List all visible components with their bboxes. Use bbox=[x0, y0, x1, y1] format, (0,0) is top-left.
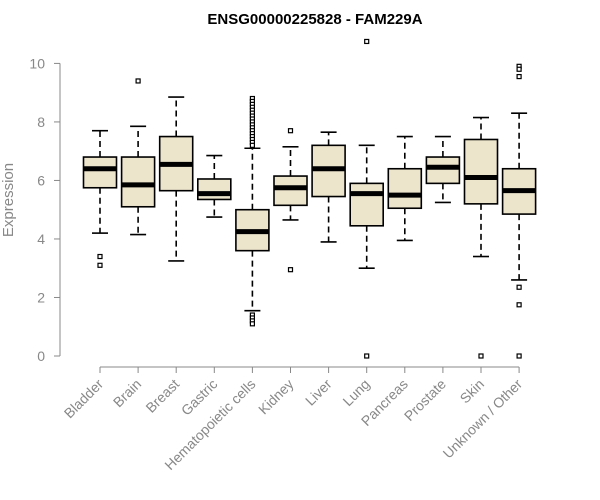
box-bladder bbox=[82, 129, 118, 268]
box-skin bbox=[463, 116, 499, 359]
y-tick-label: 0 bbox=[37, 348, 45, 364]
iqr-box bbox=[425, 156, 461, 185]
iqr-box bbox=[463, 138, 499, 205]
y-tick-label: 10 bbox=[29, 55, 45, 71]
iqr-box bbox=[349, 182, 385, 227]
x-tick-label: Liver bbox=[302, 376, 335, 409]
box-lung bbox=[349, 38, 385, 359]
box-pancreas bbox=[387, 135, 423, 242]
outlier-point bbox=[516, 302, 522, 308]
y-axis-label: Expression bbox=[0, 163, 17, 237]
box-unknown-other bbox=[501, 63, 537, 359]
y-tick-label: 4 bbox=[37, 231, 45, 247]
x-tick-label: Skin bbox=[457, 376, 488, 407]
box-breast bbox=[158, 96, 194, 262]
outlier-point bbox=[516, 284, 522, 290]
outlier-point bbox=[516, 73, 522, 80]
box-brain bbox=[120, 78, 156, 236]
outlier-point bbox=[97, 253, 103, 260]
x-tick-label: Breast bbox=[142, 376, 182, 416]
y-tick-label: 2 bbox=[37, 289, 45, 305]
x-tick-label: Prostate bbox=[401, 376, 449, 424]
iqr-box bbox=[197, 178, 232, 201]
chart-title: ENSG00000225828 - FAM229A bbox=[207, 11, 422, 28]
iqr-box bbox=[120, 156, 156, 208]
box-hematopoietic-cells bbox=[235, 95, 270, 327]
iqr-box bbox=[273, 175, 308, 207]
outlier-point bbox=[135, 78, 141, 84]
boxes-group bbox=[82, 38, 537, 359]
box-prostate bbox=[425, 135, 461, 204]
x-tick-label: Bladder bbox=[61, 376, 107, 422]
outlier-point bbox=[287, 128, 294, 134]
outlier-point bbox=[249, 321, 255, 327]
iqr-box bbox=[387, 167, 423, 210]
outlier-point bbox=[249, 142, 255, 148]
box-kidney bbox=[273, 128, 308, 273]
x-tick-label: Kidney bbox=[255, 376, 297, 418]
outlier-point bbox=[97, 262, 103, 268]
outlier-point bbox=[364, 353, 370, 359]
outlier-point bbox=[516, 66, 522, 72]
outlier-point bbox=[364, 38, 370, 45]
y-tick-label: 8 bbox=[37, 114, 45, 130]
outlier-point bbox=[516, 353, 522, 359]
iqr-box bbox=[82, 156, 118, 189]
y-tick-label: 6 bbox=[37, 172, 45, 188]
box-gastric bbox=[197, 154, 232, 218]
outlier-point bbox=[478, 353, 484, 359]
x-tick-label: Brain bbox=[110, 376, 144, 410]
outlier-point bbox=[287, 267, 294, 273]
box-liver bbox=[311, 131, 346, 243]
x-tick-label: Lung bbox=[339, 376, 372, 409]
